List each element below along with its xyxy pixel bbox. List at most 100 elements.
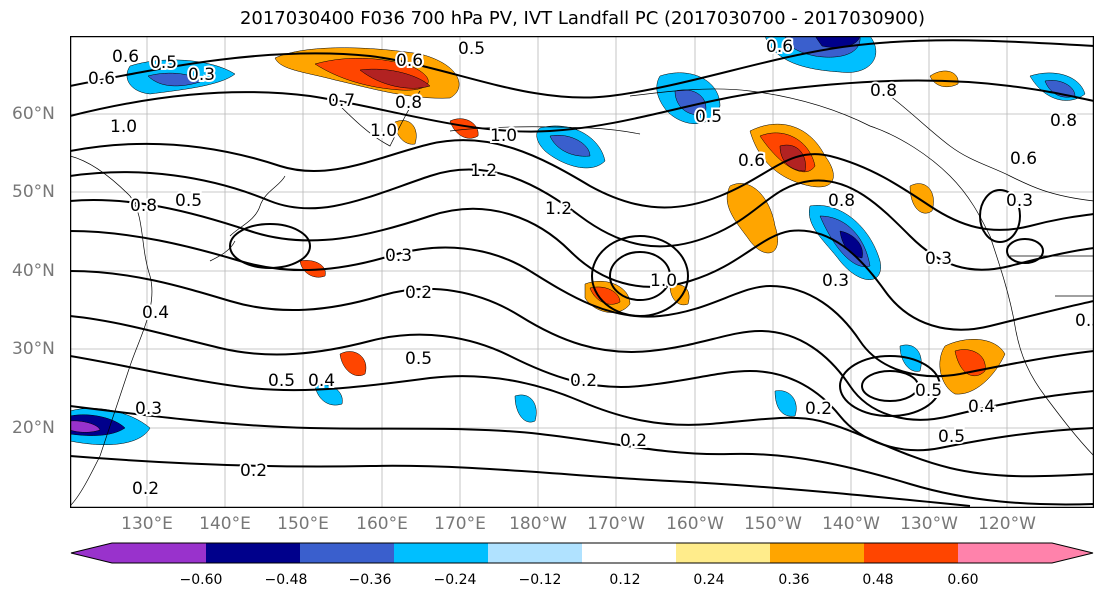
contour-label: 0.3 xyxy=(135,399,162,419)
contour-line xyxy=(70,455,971,507)
contour-label: 0.2 xyxy=(132,479,159,499)
contour-label: 0.3 xyxy=(188,65,215,85)
lon-label: 170°E xyxy=(434,514,486,534)
contour-label: 1.0 xyxy=(490,126,517,146)
contour-label: 0.3 xyxy=(1075,311,1094,331)
lon-label: 130°W xyxy=(900,514,958,534)
lon-label: 160°W xyxy=(666,514,724,534)
contour-label: 0.6 xyxy=(396,51,423,71)
colorbar-cell xyxy=(864,543,959,563)
patch-cool xyxy=(839,230,863,259)
colorbar-cell xyxy=(71,543,206,563)
colorbar-cell xyxy=(206,543,301,563)
colorbar-cell xyxy=(488,543,583,563)
colorbar-tick-label: −0.36 xyxy=(348,572,392,588)
patch-cool xyxy=(774,390,797,417)
lon-label: 140°W xyxy=(822,514,880,534)
contour-closed xyxy=(229,223,311,269)
colorbar-tick-label: 0.60 xyxy=(947,572,979,588)
contour-label: 0.2 xyxy=(405,283,432,303)
map-panel: 0.6 0.5 0.3 0.6 0.5 0.6 0.6 0.8 1.0 0.7 … xyxy=(70,36,1094,508)
contour-label: 0.5 xyxy=(458,39,485,59)
contour-label: 1.0 xyxy=(650,271,677,291)
contour-closed xyxy=(591,235,689,317)
colorbar-cell xyxy=(582,543,677,563)
contour-label: 0.5 xyxy=(150,53,177,73)
colorbar-cell xyxy=(958,543,1093,563)
patch-warm xyxy=(909,183,934,214)
contour-line xyxy=(70,168,1094,271)
contour-closed xyxy=(979,189,1021,243)
lon-label: 170°W xyxy=(587,514,645,534)
plot-title: 2017030400 F036 700 hPa PV, IVT Landfall… xyxy=(239,8,926,29)
contour-label: 0.6 xyxy=(766,37,793,57)
colorbar-tick-label: 0.48 xyxy=(862,572,894,588)
lat-label: 60°N xyxy=(12,104,55,124)
contour-label: 0.2 xyxy=(805,399,832,419)
contour-label: 1.0 xyxy=(110,117,137,137)
colorbar-tick-label: 0.12 xyxy=(609,572,641,588)
contour-label: 0.5 xyxy=(268,371,295,391)
contour-label: 0.5 xyxy=(405,349,432,369)
lon-label: 180°W xyxy=(509,514,567,534)
patch-cool xyxy=(674,89,707,116)
contour-label: 0.3 xyxy=(385,246,412,266)
colorbar-tick-label: −0.48 xyxy=(264,572,308,588)
patch-cool xyxy=(549,134,591,157)
contour-label: 0.8 xyxy=(870,81,897,101)
contour-label: 0.4 xyxy=(968,397,995,417)
colorbar-tick-label: −0.24 xyxy=(433,572,477,588)
coastline-alaska xyxy=(629,88,991,237)
contour-line xyxy=(70,405,1094,506)
lat-label: 30°N xyxy=(12,339,55,359)
colorbar-tick-label: −0.60 xyxy=(179,572,223,588)
patch-cool xyxy=(147,72,201,87)
lon-label: 130°E xyxy=(121,514,173,534)
colorbar-outline xyxy=(70,542,1094,564)
contour-label: 0.2 xyxy=(570,371,597,391)
colorbar xyxy=(70,542,1094,564)
contour-label: 0.5 xyxy=(915,381,942,401)
contour-label: 0.3 xyxy=(925,249,952,269)
contour-label: 1.0 xyxy=(370,121,397,141)
contour-label: 0.8 xyxy=(395,93,422,113)
patch-warm xyxy=(359,68,431,89)
coastline-canada xyxy=(889,95,1094,202)
colorbar-tick-label: −0.12 xyxy=(518,572,562,588)
patch-warm xyxy=(954,349,986,376)
contour-closed xyxy=(861,370,919,402)
map-frame xyxy=(70,36,1094,508)
contour-label: 0.8 xyxy=(828,191,855,211)
lon-label: 140°E xyxy=(199,514,251,534)
contour-label: 0.8 xyxy=(1050,111,1077,131)
contour-line xyxy=(70,315,1094,452)
contour-line xyxy=(70,355,1094,478)
lon-label: 160°E xyxy=(356,514,408,534)
colorbar-tick-label: 0.24 xyxy=(693,572,725,588)
contour-label: 1.2 xyxy=(545,199,572,219)
coastline-asia xyxy=(70,155,153,507)
contour-label: 0.6 xyxy=(88,69,115,89)
contour-line xyxy=(70,199,1094,331)
coastline-kamchatka xyxy=(329,90,421,147)
contour-label: 1.2 xyxy=(470,161,497,181)
contour-label: 0.2 xyxy=(620,431,647,451)
patch-cool xyxy=(70,420,101,433)
patch-warm xyxy=(339,351,367,376)
patch-cool xyxy=(514,394,537,423)
lon-label: 120°W xyxy=(978,514,1036,534)
contour-label: 0.7 xyxy=(328,91,355,111)
patch-warm xyxy=(929,70,959,87)
contour-label: 0.4 xyxy=(142,303,169,323)
patch-warm xyxy=(449,118,479,139)
contour-closed xyxy=(839,355,941,417)
contour-label: 0.3 xyxy=(1006,191,1033,211)
contour-line xyxy=(70,139,1094,231)
contour-line xyxy=(70,270,1094,421)
contour-label: 0.8 xyxy=(130,196,157,216)
contour-label: 0.6 xyxy=(112,47,139,67)
contours xyxy=(70,39,1094,507)
lat-label: 20°N xyxy=(12,418,55,438)
contour-label: 0.4 xyxy=(308,371,335,391)
contour-label: 0.5 xyxy=(695,107,722,127)
